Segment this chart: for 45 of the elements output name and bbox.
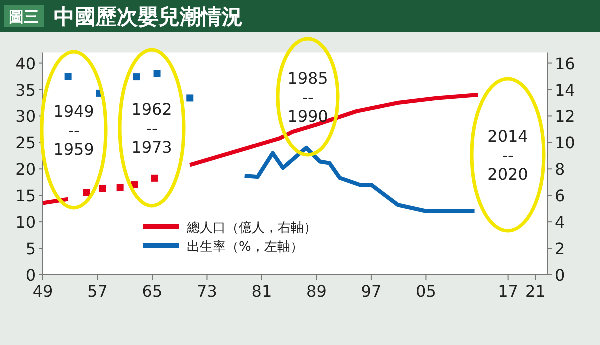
x-tick-label: 05 xyxy=(416,282,436,301)
y-tick-label: 5 xyxy=(26,240,36,259)
x-tick-label: 65 xyxy=(142,282,163,301)
x-tick-label: 73 xyxy=(197,282,218,301)
x-tick-label: 49 xyxy=(32,282,54,301)
point xyxy=(154,70,161,78)
y2-tick-label: 12 xyxy=(555,107,576,126)
annotation: 2014 -- 2020 xyxy=(488,127,528,184)
point xyxy=(83,189,90,196)
line-series xyxy=(242,146,477,214)
annotation: 1985 -- 1990 xyxy=(288,69,328,126)
point xyxy=(151,174,158,182)
y2-tick-label: 14 xyxy=(555,80,576,100)
y2-tick-label: 10 xyxy=(555,134,576,153)
legend-label: 總人口（億人，右軸） xyxy=(186,221,317,236)
y2-tick-label: 4 xyxy=(555,213,566,232)
y-tick-label: 10 xyxy=(16,213,36,232)
y2-tick-label: 6 xyxy=(555,186,566,206)
y-tick-label: 25 xyxy=(16,134,36,153)
y-tick-label: 35 xyxy=(16,80,36,100)
x-tick-label: 89 xyxy=(306,282,327,301)
y-tick-label: 15 xyxy=(16,186,36,206)
x-tick-label: 17 xyxy=(498,282,518,301)
point xyxy=(133,74,140,81)
point xyxy=(64,73,72,80)
y2-tick-label: 2 xyxy=(555,240,566,259)
point xyxy=(116,184,124,192)
annotation: 1962 -- 1973 xyxy=(132,100,172,157)
y-tick-label: 40 xyxy=(16,54,36,74)
y2-tick-label: 0 xyxy=(555,266,566,285)
y-tick-label: 20 xyxy=(16,160,36,180)
x-tick-label: 81 xyxy=(252,282,272,301)
y-tick-label: 30 xyxy=(16,107,36,126)
annotation: 1949 -- 1959 xyxy=(54,102,94,159)
x-tick-label: 21 xyxy=(526,282,546,301)
chart-title: 中國歷次嬰兒潮情況 xyxy=(54,5,243,29)
y-tick-label: 0 xyxy=(26,266,36,285)
y2-tick-label: 16 xyxy=(555,54,576,74)
point xyxy=(186,94,194,102)
y2-tick-label: 8 xyxy=(555,160,566,180)
x-tick-label: 57 xyxy=(88,282,108,301)
legend-label: 出生率（%，左軸） xyxy=(187,239,304,255)
x-tick-label: 97 xyxy=(361,282,382,301)
point xyxy=(99,185,106,192)
text: 圖三 xyxy=(9,8,39,26)
